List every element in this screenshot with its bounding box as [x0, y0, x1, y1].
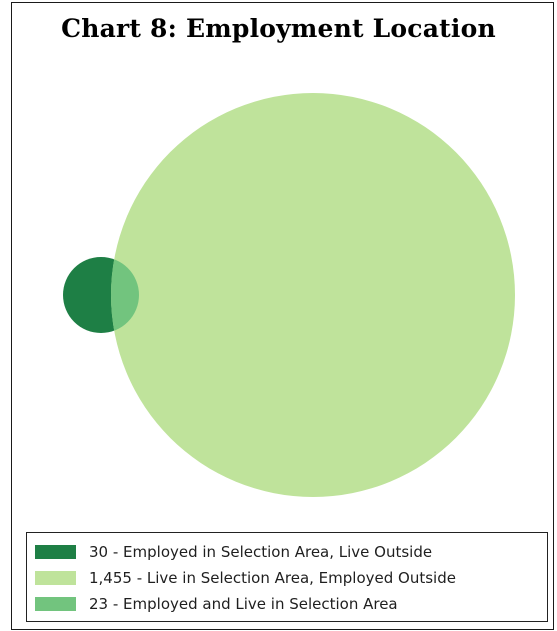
legend-label: 23 - Employed and Live in Selection Area — [89, 595, 398, 613]
legend-swatch-live-employed-outside — [35, 571, 76, 585]
legend-swatch-employed-and-live — [35, 597, 76, 611]
legend-item-employed-and-live: 23 - Employed and Live in Selection Area — [35, 591, 547, 617]
overlap-employed-and-live — [111, 257, 139, 333]
legend-item-live-employed-outside: 1,455 - Live in Selection Area, Employed… — [35, 565, 547, 591]
circle-live-employed-outside — [111, 93, 515, 497]
legend-item-employed-live-outside: 30 - Employed in Selection Area, Live Ou… — [35, 539, 547, 565]
chart-title: Chart 8: Employment Location — [61, 14, 496, 43]
legend-label: 30 - Employed in Selection Area, Live Ou… — [89, 543, 433, 561]
legend-label: 1,455 - Live in Selection Area, Employed… — [89, 569, 456, 587]
legend: 30 - Employed in Selection Area, Live Ou… — [26, 532, 548, 622]
legend-swatch-employed-live-outside — [35, 545, 76, 559]
